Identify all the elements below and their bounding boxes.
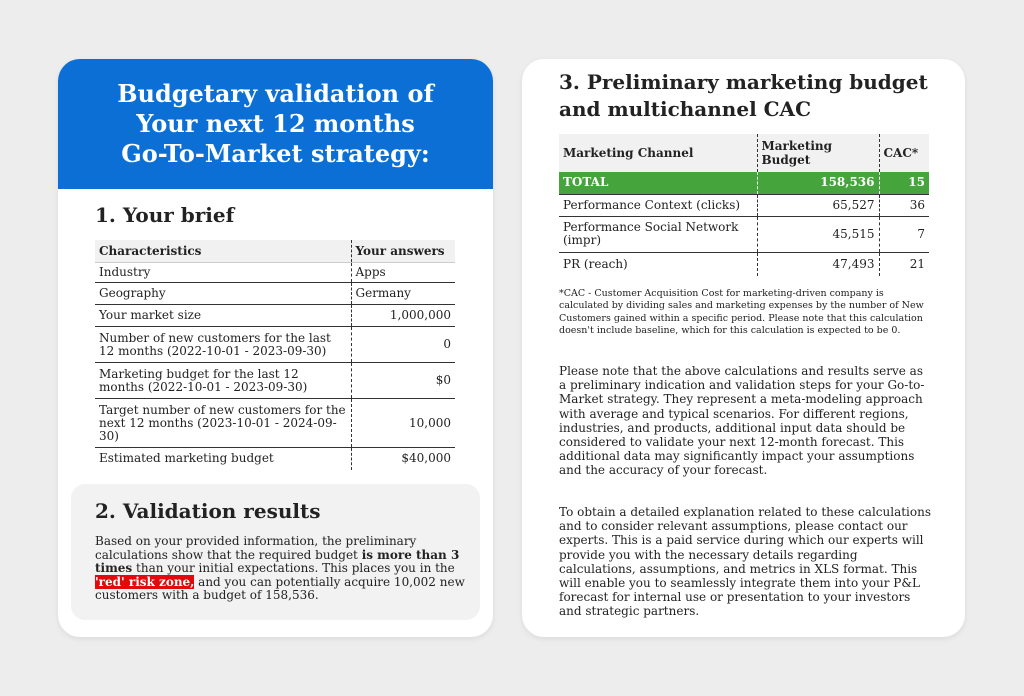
row-label: Industry <box>95 262 352 283</box>
row-value: 1,000,000 <box>351 304 455 327</box>
cac-footnote: *CAC - Customer Acquisition Cost for mar… <box>559 288 924 336</box>
total-cac: 15 <box>879 172 929 194</box>
channel-cac: 21 <box>879 251 929 276</box>
row-value: $40,000 <box>351 447 455 470</box>
row-value: 10,000 <box>351 398 455 448</box>
table-row: Geography Germany <box>95 282 455 305</box>
disclaimer-paragraph: Please note that the above calculations … <box>559 364 925 478</box>
cac-col-cac: CAC* <box>879 134 929 172</box>
row-value: $0 <box>351 362 455 399</box>
validation-text-a: Based on your provided information, the … <box>95 534 417 562</box>
channel-budget: 45,515 <box>757 215 880 252</box>
contact-paragraph: To obtain a detailed explanation related… <box>559 505 931 619</box>
header-line-1: Budgetary validation of <box>117 79 434 108</box>
table-row: Target number of new customers for the n… <box>95 398 455 448</box>
row-label: Your market size <box>95 304 352 327</box>
cac-col-channel: Marketing Channel <box>559 134 758 172</box>
channel-label: Performance Social Network (impr) <box>559 215 758 252</box>
channel-budget: 65,527 <box>757 193 880 216</box>
total-budget: 158,536 <box>757 172 880 194</box>
cac-header-row: Marketing Channel Marketing Budget CAC* <box>559 134 929 172</box>
row-label: Target number of new customers for the n… <box>95 398 352 448</box>
table-row: Estimated marketing budget $40,000 <box>95 447 455 470</box>
channel-label: Performance Context (clicks) <box>559 193 758 216</box>
channel-label: PR (reach) <box>559 251 758 276</box>
header-banner: Budgetary validation of Your next 12 mon… <box>58 59 493 189</box>
row-value: 0 <box>351 326 455 363</box>
cac-title: 3. Preliminary marketing budget and mult… <box>559 70 928 121</box>
validation-title: 2. Validation results <box>95 499 321 523</box>
table-row: PR (reach) 47,493 21 <box>559 251 929 276</box>
header-line-3: Go-To-Market strategy: <box>121 139 430 168</box>
channel-cac: 7 <box>879 215 929 252</box>
cac-table: Marketing Channel Marketing Budget CAC* … <box>559 134 929 276</box>
validation-text-c: than your initial expectations. This pla… <box>132 561 455 575</box>
total-label: TOTAL <box>559 172 758 194</box>
table-row: Performance Social Network (impr) 45,515… <box>559 215 929 252</box>
table-row: Performance Context (clicks) 65,527 36 <box>559 193 929 216</box>
table-row: Number of new customers for the last 12 … <box>95 326 455 363</box>
validation-text-d: and you can potentially acquire 10,002 n… <box>95 574 465 602</box>
brief-col-characteristics: Characteristics <box>95 240 352 263</box>
brief-col-answers: Your answers <box>351 240 455 263</box>
validation-emphasis: is more than 3 times <box>95 547 460 575</box>
row-value: Apps <box>351 262 455 283</box>
row-value: Germany <box>351 282 455 305</box>
left-card: Budgetary validation of Your next 12 mon… <box>58 59 493 637</box>
cac-col-budget: Marketing Budget <box>757 134 880 172</box>
row-label: Marketing budget for the last 12 months … <box>95 362 352 399</box>
brief-table: Characteristics Your answers Industry Ap… <box>95 240 455 470</box>
validation-box: 2. Validation results Based on your prov… <box>71 484 480 620</box>
row-label: Estimated marketing budget <box>95 447 352 470</box>
total-row: TOTAL 158,536 15 <box>559 172 929 194</box>
channel-budget: 47,493 <box>757 251 880 276</box>
validation-text: Based on your provided information, the … <box>95 534 465 603</box>
table-row: Marketing budget for the last 12 months … <box>95 362 455 399</box>
brief-header-row: Characteristics Your answers <box>95 240 455 263</box>
channel-cac: 36 <box>879 193 929 216</box>
row-label: Geography <box>95 282 352 305</box>
brief-title: 1. Your brief <box>95 203 235 227</box>
risk-zone-badge: 'red' risk zone, <box>95 574 195 589</box>
table-row: Industry Apps <box>95 262 455 283</box>
header-line-2: Your next 12 months <box>136 109 415 138</box>
right-card: 3. Preliminary marketing budget and mult… <box>522 59 965 637</box>
table-row: Your market size 1,000,000 <box>95 304 455 327</box>
row-label: Number of new customers for the last 12 … <box>95 326 352 363</box>
